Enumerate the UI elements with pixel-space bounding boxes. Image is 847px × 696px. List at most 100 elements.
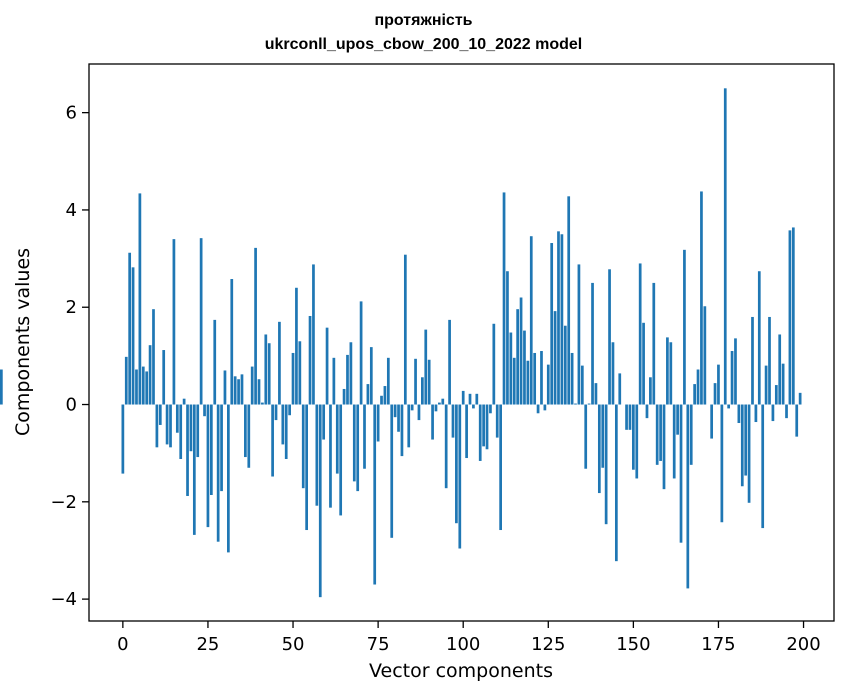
bar-undefined (0, 369, 3, 405)
bar-95 (444, 404, 448, 489)
bar-23 (199, 238, 203, 405)
bar-173 (710, 404, 714, 439)
bar-165 (683, 249, 686, 405)
bar-183 (744, 404, 748, 476)
bar-78 (386, 357, 390, 405)
bar-62 (332, 357, 336, 405)
bar-136 (584, 404, 588, 469)
bar-72 (366, 384, 370, 405)
bar-178 (727, 404, 731, 409)
bar-21 (192, 404, 196, 535)
bar-107 (485, 404, 489, 450)
y-tick-label: 4 (66, 200, 77, 221)
bar-146 (618, 373, 622, 405)
bar-13 (165, 404, 169, 445)
bar-116 (516, 309, 520, 405)
bar-114 (509, 332, 513, 405)
bar-43 (267, 343, 271, 405)
bar-154 (645, 404, 649, 419)
bar-187 (757, 271, 761, 405)
bar-148 (625, 404, 628, 430)
bar-123 (540, 351, 543, 405)
bar-197 (791, 227, 795, 405)
bar-24 (203, 404, 206, 417)
bar-54 (305, 404, 308, 531)
bar-25 (206, 404, 210, 528)
bar-47 (281, 404, 285, 445)
chart-title: протяжність (374, 12, 473, 29)
bar-70 (359, 301, 363, 405)
bar-50 (291, 352, 295, 405)
bar-57 (315, 404, 319, 506)
bar-33 (233, 376, 237, 405)
bar-20 (189, 404, 193, 452)
bar-18 (182, 398, 186, 405)
bar-16 (175, 404, 179, 433)
bar-169 (696, 369, 700, 405)
bar-79 (390, 404, 394, 538)
bar-87 (417, 404, 421, 421)
bar-118 (523, 330, 526, 405)
bar-73 (369, 347, 373, 405)
bar-162 (672, 404, 676, 479)
bar-63 (335, 404, 339, 474)
bar-65 (342, 388, 346, 405)
bar-194 (781, 363, 785, 405)
bar-46 (278, 321, 281, 405)
bar-189 (764, 365, 768, 405)
bar-39 (254, 247, 257, 405)
bar-74 (373, 404, 377, 585)
bar-157 (655, 404, 659, 465)
bar-155 (649, 377, 652, 405)
bar-196 (788, 230, 792, 405)
bar-41 (261, 402, 264, 405)
bar-125 (546, 364, 550, 405)
bar-135 (580, 365, 584, 405)
bar-19 (186, 404, 189, 496)
bar-159 (662, 404, 666, 490)
bar-163 (676, 404, 679, 435)
bar-190 (768, 316, 771, 405)
bar-7 (145, 371, 149, 405)
bar-112 (502, 192, 506, 405)
bar-160 (666, 337, 669, 405)
bar-179 (730, 351, 734, 405)
bar-40 (257, 379, 261, 405)
bar-11 (158, 404, 162, 425)
bar-4 (135, 369, 138, 405)
bar-89 (424, 329, 428, 405)
bar-88 (421, 377, 424, 405)
bar-93 (438, 402, 441, 405)
y-tick-label: 6 (66, 103, 77, 124)
axes-frame (88, 63, 835, 622)
x-tick-label: 50 (282, 634, 305, 655)
bar-9 (152, 309, 155, 405)
bar-90 (427, 359, 431, 405)
bar-12 (162, 350, 166, 405)
bar-110 (495, 404, 499, 438)
bar-102 (468, 393, 472, 405)
bar-14 (169, 404, 172, 448)
bar-75 (376, 404, 380, 442)
bar-164 (679, 404, 683, 543)
bar-127 (553, 311, 557, 405)
bar-91 (431, 404, 434, 440)
bar-94 (441, 398, 445, 405)
bar-152 (638, 263, 642, 405)
x-tick-label: 25 (196, 634, 219, 655)
bar-2 (128, 252, 132, 405)
bar-145 (614, 404, 618, 562)
y-tick-label: −4 (50, 589, 77, 610)
bar-45 (274, 404, 278, 421)
bar-8 (148, 345, 152, 405)
bar-17 (179, 404, 183, 459)
y-axis-label: Components values (12, 248, 34, 436)
bar-171 (703, 306, 707, 405)
bar-22 (196, 404, 200, 458)
bar-140 (597, 404, 601, 494)
bar-137 (587, 403, 591, 405)
bar-138 (591, 282, 594, 405)
x-axis-label: Vector components (369, 660, 553, 682)
bar-121 (533, 352, 537, 405)
bar-0 (121, 404, 125, 474)
